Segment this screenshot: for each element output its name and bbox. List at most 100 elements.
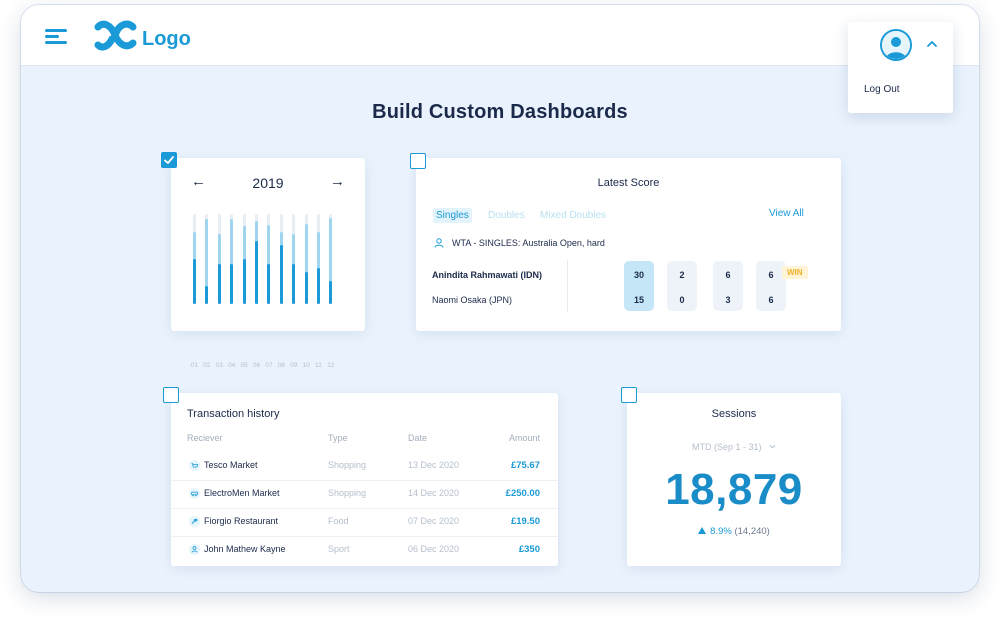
logout-menu-item[interactable]: Log Out xyxy=(864,84,900,95)
month-label: 08 xyxy=(277,362,285,369)
chevron-up-icon[interactable] xyxy=(926,38,938,50)
previous-value: (14,240) xyxy=(734,526,770,537)
sessions-widget-checkbox[interactable] xyxy=(621,387,637,403)
tab-singles[interactable]: Singles xyxy=(433,208,472,223)
transaction-type: Shopping xyxy=(328,488,367,498)
transaction-date: 14 Dec 2020 xyxy=(408,488,460,498)
transaction-type: Shopping xyxy=(328,460,367,470)
transactions-title: Transaction history xyxy=(187,408,280,420)
player-name: Naomi Osaka (JPN) xyxy=(432,295,513,305)
transactions-card: Transaction history Reciever Type Date A… xyxy=(171,393,558,566)
bar-track xyxy=(255,214,258,304)
logo-mark-icon xyxy=(94,20,137,51)
bar-dark[interactable] xyxy=(217,264,221,304)
bar-dark[interactable] xyxy=(279,245,283,304)
player-name: Anindita Rahmawati (IDN) xyxy=(432,270,543,280)
tournament-label: WTA - SINGLES: Australia Open, hard xyxy=(452,238,605,248)
bar-dark[interactable] xyxy=(193,259,196,304)
set-score-column: 6 6 xyxy=(756,261,786,311)
transactions-widget-checkbox[interactable] xyxy=(163,387,179,403)
transaction-type: Food xyxy=(328,516,349,526)
set-score: 30 xyxy=(633,270,644,280)
month-label: 11 xyxy=(315,362,322,369)
bar-track xyxy=(242,214,246,304)
bars-widget-checkbox[interactable] xyxy=(161,152,177,168)
bar-track xyxy=(329,214,333,304)
bar-light xyxy=(329,218,333,304)
bar-track xyxy=(193,214,196,304)
bar-dark[interactable] xyxy=(242,259,246,304)
avatar[interactable] xyxy=(880,29,912,61)
check-icon xyxy=(164,156,174,164)
person-icon xyxy=(189,544,200,555)
month-label: 12 xyxy=(327,362,335,369)
food-icon xyxy=(189,516,200,527)
score-widget-checkbox[interactable] xyxy=(410,153,426,169)
transaction-date: 07 Dec 2020 xyxy=(408,516,460,526)
user-menu-dropdown: Log Out xyxy=(848,22,953,113)
user-avatar-icon xyxy=(882,31,910,59)
tab-mixed-doubles[interactable]: Mixed Doubles xyxy=(540,210,607,221)
transaction-amount: £350 xyxy=(518,544,540,555)
bar-track xyxy=(205,214,209,304)
set-score-column: 30 15 xyxy=(624,261,654,311)
bar-track xyxy=(267,214,271,304)
receiver-name: Tesco Market xyxy=(204,460,258,470)
table-row[interactable]: ElectroMen Market Shopping 14 Dec 2020 £… xyxy=(171,481,558,509)
month-label: 09 xyxy=(290,362,298,369)
receiver-name: Fiorgio Restaurant xyxy=(204,516,279,526)
set-score: 6 xyxy=(768,270,774,280)
set-score-column: 2 0 xyxy=(667,261,697,311)
logo[interactable]: Logo xyxy=(93,19,191,53)
tournament-info: WTA - SINGLES: Australia Open, hard xyxy=(434,238,605,248)
table-row[interactable]: Tesco Market Shopping 13 Dec 2020 £75.67 xyxy=(171,453,558,481)
transaction-amount: £75.67 xyxy=(510,460,540,471)
next-year-arrow-icon[interactable]: → xyxy=(330,173,345,190)
bar-track xyxy=(279,214,283,304)
score-widget-card: Latest Score Singles Doubles Mixed Doubl… xyxy=(416,158,841,331)
view-all-link[interactable]: View All xyxy=(769,208,804,219)
bar-dark[interactable] xyxy=(292,264,296,304)
transaction-date: 13 Dec 2020 xyxy=(408,460,460,470)
bar-track xyxy=(304,214,308,304)
bar-dark[interactable] xyxy=(230,264,234,304)
sessions-title: Sessions xyxy=(711,408,757,420)
bar-light xyxy=(205,219,209,304)
set-score: 2 xyxy=(679,270,685,280)
bar-dark[interactable] xyxy=(255,241,258,304)
bar-track xyxy=(292,214,296,304)
bar-dark[interactable] xyxy=(317,268,320,304)
previous-year-arrow-icon[interactable]: ← xyxy=(191,173,206,190)
bar-light xyxy=(230,219,234,304)
receiver-name: ElectroMen Market xyxy=(204,488,280,498)
bar-dark[interactable] xyxy=(205,286,209,304)
month-label: 02 xyxy=(203,362,211,369)
bar-track xyxy=(217,214,221,304)
top-bar: Logo xyxy=(21,5,979,66)
period-label: MTD (Sep 1 - 31) xyxy=(691,442,762,452)
logo-text: Logo xyxy=(142,27,191,50)
win-badge: WIN xyxy=(782,266,808,279)
cart-icon xyxy=(189,460,200,471)
transaction-amount: £250.00 xyxy=(505,488,540,499)
hamburger-menu-icon[interactable] xyxy=(45,29,69,45)
tab-doubles[interactable]: Doubles xyxy=(488,210,525,221)
column-header-date: Date xyxy=(408,433,428,443)
period-select[interactable]: MTD (Sep 1 - 31) xyxy=(627,442,841,452)
set-score: 6 xyxy=(768,295,774,305)
sessions-card: Sessions MTD (Sep 1 - 31) 18,879 8.9% (1… xyxy=(627,393,841,566)
bars-widget-card: ← 2019 → 01 02 03 04 05 06 07 08 09 10 11 12 xyxy=(171,158,365,369)
page-title: Build Custom Dashboards xyxy=(372,101,628,123)
month-label: 01 xyxy=(190,362,199,369)
score-title: Latest Score xyxy=(597,177,660,189)
bar-light xyxy=(304,224,308,304)
month-label: 07 xyxy=(265,362,273,369)
set-score: 6 xyxy=(725,270,731,280)
chevron-down-icon xyxy=(769,444,776,449)
table-row[interactable]: Fiorgio Restaurant Food 07 Dec 2020 £19.… xyxy=(171,509,558,537)
bar-dark[interactable] xyxy=(267,264,271,304)
bar-dark[interactable] xyxy=(329,281,333,304)
column-header-amount: Amount xyxy=(508,433,540,443)
bar-dark[interactable] xyxy=(304,272,308,304)
table-row[interactable]: John Mathew Kayne Sport 06 Dec 2020 £350 xyxy=(171,537,558,565)
